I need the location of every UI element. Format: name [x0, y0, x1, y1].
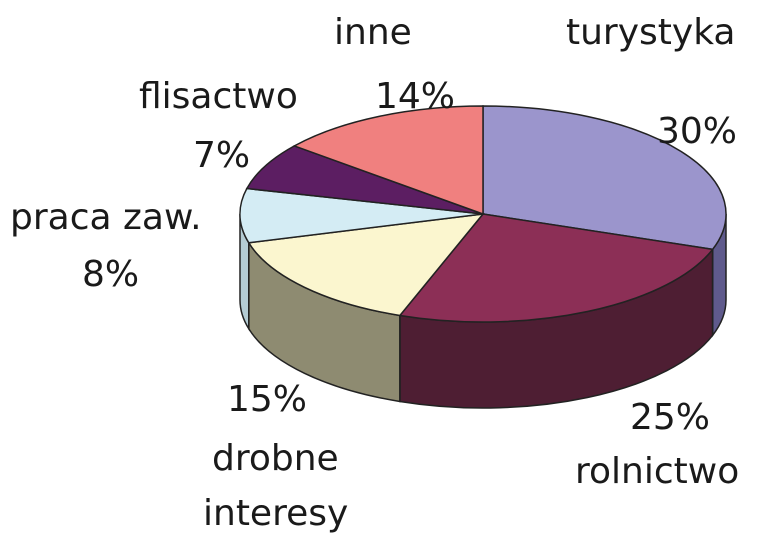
label-rolnictwo: rolnictwo [575, 451, 740, 492]
pct-praca-zaw: 8% [82, 254, 140, 295]
label-inne: inne [334, 12, 412, 53]
slice-drobne-interesy [247, 213, 485, 317]
slice-rolnictwo [398, 213, 715, 323]
label-drobne: drobne [212, 438, 339, 479]
slice-praca-zaw- [239, 187, 484, 244]
slice-turystyka [482, 105, 727, 251]
label-interesy: interesy [203, 493, 349, 534]
slice-flisactwo [245, 145, 484, 215]
pct-rolnictwo: 25% [630, 397, 711, 438]
slice-inne [292, 105, 484, 216]
pct-inne: 14% [375, 76, 456, 117]
pct-turystyka: 30% [657, 111, 738, 152]
pct-drobne-interesy: 15% [227, 379, 308, 420]
label-flisactwo: flisactwo [139, 76, 298, 117]
label-praca-zaw: praca zaw. [10, 197, 202, 238]
pie-slices [239, 105, 727, 323]
pct-flisactwo: 7% [193, 135, 251, 176]
pie-sides [239, 213, 727, 409]
label-turystyka: turystyka [566, 12, 736, 53]
